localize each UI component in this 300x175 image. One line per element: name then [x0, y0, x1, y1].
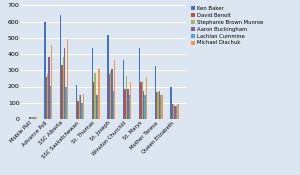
Bar: [76, 85, 77, 119]
Bar: [173, 104, 175, 119]
Bar: [123, 60, 124, 119]
Bar: [80, 95, 81, 119]
Bar: [93, 82, 94, 119]
Bar: [35, 117, 37, 119]
Bar: [32, 117, 34, 119]
Bar: [98, 69, 100, 119]
Bar: [65, 86, 67, 119]
Bar: [51, 45, 52, 119]
Bar: [111, 69, 113, 119]
Bar: [139, 48, 140, 119]
Bar: [109, 74, 110, 119]
Bar: [113, 91, 114, 119]
Bar: [28, 117, 30, 119]
Bar: [92, 47, 93, 119]
Bar: [30, 117, 31, 119]
Bar: [34, 117, 35, 119]
Bar: [107, 35, 109, 119]
Bar: [177, 104, 178, 119]
Bar: [67, 39, 68, 119]
Bar: [97, 95, 98, 119]
Bar: [82, 94, 84, 119]
Bar: [124, 89, 126, 119]
Bar: [94, 73, 96, 119]
Bar: [126, 76, 127, 119]
Bar: [127, 89, 128, 119]
Bar: [158, 92, 159, 119]
Bar: [77, 101, 79, 119]
Bar: [175, 106, 176, 119]
Bar: [155, 66, 156, 119]
Bar: [31, 117, 32, 119]
Bar: [110, 71, 111, 119]
Bar: [63, 57, 64, 119]
Bar: [60, 15, 61, 119]
Bar: [159, 91, 160, 119]
Bar: [160, 95, 161, 119]
Bar: [143, 90, 144, 119]
Bar: [144, 95, 145, 119]
Bar: [142, 81, 143, 119]
Bar: [128, 95, 130, 119]
Bar: [114, 60, 116, 119]
Bar: [161, 95, 163, 119]
Bar: [48, 57, 50, 119]
Bar: [130, 82, 131, 119]
Bar: [46, 77, 47, 119]
Bar: [156, 92, 158, 119]
Bar: [47, 74, 48, 119]
Bar: [96, 95, 97, 119]
Legend: Ken Baker, David Benoit, Stephanie Brown Munroe, Aaron Buckingham, Lachlan Cummi: Ken Baker, David Benoit, Stephanie Brown…: [190, 6, 263, 46]
Bar: [79, 95, 80, 119]
Bar: [61, 65, 63, 119]
Bar: [50, 86, 51, 119]
Bar: [44, 22, 46, 119]
Bar: [146, 77, 147, 119]
Bar: [81, 103, 83, 119]
Bar: [170, 86, 172, 119]
Bar: [64, 48, 65, 119]
Bar: [140, 82, 142, 119]
Bar: [176, 106, 177, 119]
Bar: [172, 104, 173, 119]
